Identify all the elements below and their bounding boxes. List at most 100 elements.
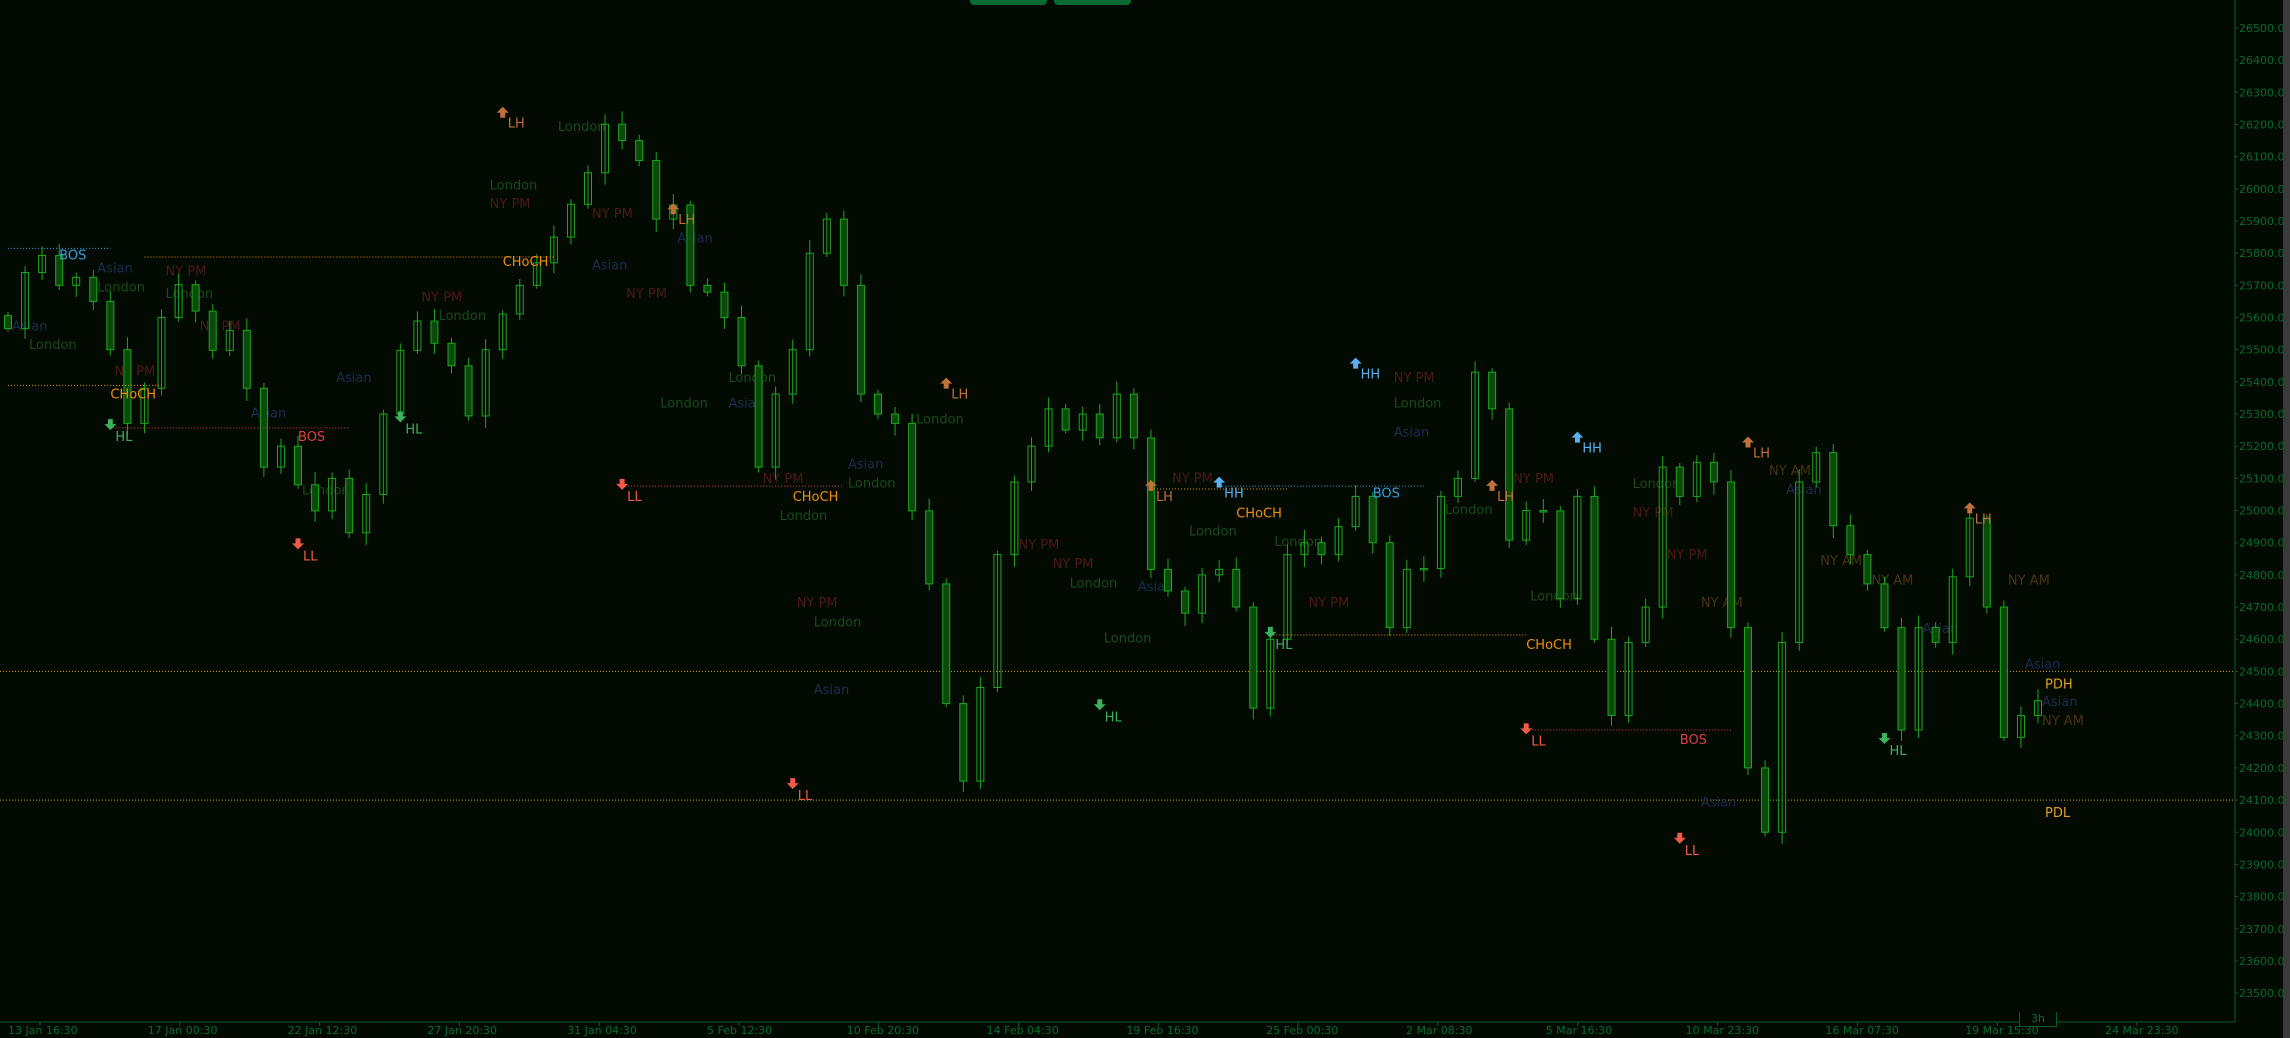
scrollbar[interactable]: [2283, 0, 2290, 1038]
bear-candle: [1880, 583, 1889, 629]
bull-candle: [1795, 481, 1804, 643]
arrow-up-icon: [1486, 479, 1499, 491]
session-label-london: London: [438, 309, 486, 324]
bear-candle: [123, 349, 132, 424]
bear-candle: [1863, 554, 1872, 585]
bull-candle: [1027, 445, 1036, 483]
arrow-up-icon: [1571, 431, 1584, 443]
session-label-london: London: [1530, 590, 1578, 605]
time-tick-label: 19 Feb 16:30: [1126, 1024, 1198, 1037]
session-label-nypm: NY PM: [166, 265, 207, 280]
session-label-nypm: NY PM: [200, 319, 241, 334]
structure-label-hl: HL: [405, 422, 423, 437]
bull-candle: [515, 284, 524, 315]
structure-label-ll: LL: [1531, 734, 1546, 749]
arrow-down-icon: [1264, 626, 1277, 638]
bull-candle: [1692, 461, 1701, 497]
bull-candle: [788, 349, 797, 395]
structure-label-hl: HL: [1889, 744, 1907, 759]
bull-candle: [1300, 542, 1309, 556]
bull-candle: [498, 313, 507, 351]
session-label-london: London: [1445, 503, 1493, 518]
session-label-london: London: [660, 397, 708, 412]
bear-candle: [839, 218, 848, 286]
session-label-nyam: NY AM: [1701, 596, 1743, 611]
bear-candle: [1368, 495, 1377, 544]
time-tick-label: 22 Jan 12:30: [288, 1024, 358, 1037]
structure-label-hl: HL: [1105, 710, 1123, 725]
arrow-up-icon: [496, 106, 509, 118]
bull-candle: [72, 276, 81, 286]
price-tick-label: 24600.0: [2239, 633, 2285, 646]
bear-candle: [430, 320, 439, 344]
bull-candle: [1351, 495, 1360, 528]
arrow-down-icon: [1673, 832, 1686, 844]
time-tick-label: 25 Feb 00:30: [1266, 1024, 1338, 1037]
bear-candle: [703, 284, 712, 293]
arrow-down-icon: [394, 411, 407, 423]
structure-label-choch: CHoCH: [110, 388, 156, 403]
bull-candle: [532, 262, 541, 286]
price-tick-label: 23900.0: [2239, 858, 2285, 871]
bear-candle: [874, 393, 882, 415]
structure-label-hh: HH: [1582, 442, 1602, 457]
price-tick-label: 25900.0: [2239, 215, 2285, 228]
bear-candle: [1488, 371, 1497, 410]
time-tick-label: 24 Mar 23:30: [2105, 1024, 2178, 1037]
bull-candle: [1283, 554, 1292, 640]
top-button-2[interactable]: [1054, 0, 1131, 5]
structure-label-lh: LH: [678, 213, 695, 228]
bear-candle: [959, 703, 968, 782]
bear-candle: [908, 422, 917, 512]
bear-candle: [106, 300, 115, 351]
bull-candle: [1948, 576, 1957, 643]
price-tick-label: 24400.0: [2239, 698, 2285, 711]
session-label-nyam: NY AM: [1871, 574, 1913, 589]
pdl-label: PDL: [2045, 806, 2071, 821]
price-tick-label: 23800.0: [2239, 891, 2285, 904]
structure-label-choch: CHoCH: [1236, 507, 1282, 522]
session-label-london: London: [814, 615, 862, 630]
bull-candle: [1965, 517, 1974, 578]
session-label-london: London: [1394, 397, 1442, 412]
session-label-asian: Asian: [336, 371, 371, 386]
session-label-nypm: NY PM: [1172, 472, 1213, 487]
bear-candle: [1095, 413, 1104, 439]
bull-candle: [566, 203, 575, 238]
time-tick-label: 10 Mar 23:30: [1686, 1024, 1759, 1037]
structure-layer: BOS CHoCH HL BOS LL HL CHoCH LH LH LL CHoCH LL LH HL L…: [8, 106, 1992, 859]
bull-candle: [174, 284, 183, 319]
session-label-london: London: [1633, 477, 1681, 492]
structure-label-choch: CHoCH: [503, 255, 549, 270]
bear-candle: [1590, 495, 1599, 640]
session-label-london: London: [490, 178, 538, 193]
bull-candle: [362, 493, 371, 534]
bear-candle: [464, 365, 473, 417]
bull-candle: [1914, 627, 1923, 731]
session-label-london: London: [29, 338, 77, 353]
arrow-up-icon: [1213, 476, 1226, 488]
bear-candle: [1556, 510, 1565, 600]
bear-candle: [294, 445, 302, 486]
structure-label-bos: BOS: [59, 249, 86, 264]
timeframe-badge[interactable]: 3h: [2019, 1012, 2057, 1027]
top-button-1[interactable]: [970, 0, 1047, 5]
bear-candle: [635, 140, 644, 162]
bear-candle: [1317, 542, 1326, 556]
session-label-asian: Asian: [592, 258, 627, 273]
price-tick-label: 25500.0: [2239, 344, 2285, 357]
bear-candle: [1539, 510, 1548, 513]
bull-candle: [1266, 638, 1275, 709]
session-label-asian: Asian: [1786, 483, 1821, 498]
bear-candle: [1982, 517, 1991, 608]
structure-label-hl: HL: [1275, 638, 1293, 653]
bull-candle: [1522, 510, 1531, 541]
bear-candle: [4, 315, 12, 329]
arrow-up-icon: [1963, 502, 1976, 514]
session-label-london: London: [848, 477, 896, 492]
session-label-asian: Asian: [97, 261, 132, 276]
price-tick-label: 25700.0: [2239, 279, 2285, 292]
bull-candle: [2034, 700, 2042, 716]
session-label-nypm: NY PM: [490, 197, 531, 212]
